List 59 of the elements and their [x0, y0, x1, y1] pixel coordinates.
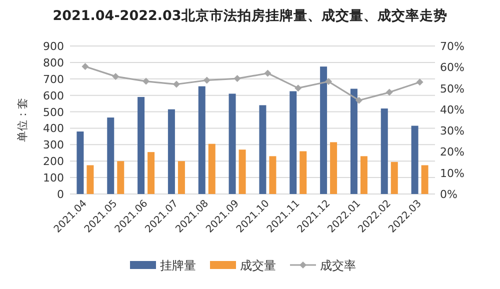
point [234, 75, 241, 82]
y-tick-label: 500 [43, 106, 64, 119]
y-tick-label: 400 [43, 122, 64, 136]
y-tick-label: 0 [57, 188, 64, 201]
point [294, 84, 302, 92]
bar [350, 88, 358, 194]
bar [208, 144, 216, 194]
point [142, 78, 150, 85]
bar [168, 109, 175, 194]
y-tick-label: 600 [43, 89, 64, 102]
y2-tick-label: 0% [440, 188, 458, 201]
y2-tick-label: 40% [440, 103, 464, 116]
bar [330, 142, 338, 194]
bar [380, 108, 388, 194]
bar [86, 165, 94, 194]
legend-label: 成交率 [320, 258, 356, 272]
y2-tick-label: 10% [440, 166, 464, 180]
point [355, 96, 362, 104]
legend-label: 成交量 [240, 258, 276, 272]
point [325, 78, 332, 86]
bar [360, 156, 368, 194]
y-tick-label: 800 [43, 56, 64, 70]
y-axis-title: 单位：套 [16, 98, 29, 142]
bar [238, 150, 246, 194]
y-tick-label: 300 [43, 138, 64, 152]
y-tick-label: 100 [43, 172, 64, 185]
legend-label: 挂牌量 [160, 258, 196, 272]
bar [269, 156, 276, 194]
bar [138, 96, 145, 194]
bar [259, 105, 266, 194]
y2-tick-label: 50% [440, 82, 464, 96]
bar [390, 162, 398, 194]
point [82, 63, 89, 70]
chart-title: 2021.04-2022.03北京市法拍房挂牌量、成交量、成交率走势 [52, 7, 448, 24]
bar [76, 132, 84, 194]
bar [117, 161, 124, 194]
y-tick-label: 700 [43, 72, 64, 86]
y2-tick-label: 30% [440, 124, 464, 138]
bar [107, 118, 114, 194]
point [112, 72, 120, 80]
bar [421, 165, 428, 194]
point [386, 88, 393, 96]
point [203, 76, 210, 84]
bar [300, 151, 307, 194]
bar [320, 66, 328, 194]
y-tick-label: 200 [43, 155, 64, 168]
bar [148, 152, 155, 194]
bar [290, 91, 297, 194]
bar [228, 94, 236, 194]
bar [198, 86, 206, 194]
bar [411, 126, 418, 194]
y2-tick-label: 60% [440, 61, 464, 74]
point [172, 80, 180, 88]
bar [178, 161, 185, 194]
y-tick-label: 900 [43, 40, 64, 53]
point [264, 70, 272, 77]
y2-tick-label: 20% [440, 146, 464, 159]
y2-tick-label: 70% [440, 40, 464, 53]
point [416, 78, 424, 86]
